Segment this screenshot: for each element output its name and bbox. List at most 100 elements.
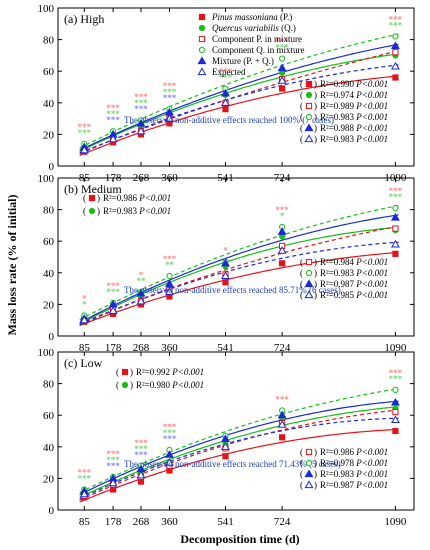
data-point (79, 145, 89, 154)
stat-marker (305, 80, 313, 88)
stat-paren: ) (314, 279, 317, 289)
significance-mark: *** (163, 422, 177, 432)
x-tick-label: 360 (161, 342, 178, 354)
data-point (164, 458, 174, 466)
significance-mark: *** (163, 87, 177, 97)
y-tick-label: 0 (49, 505, 55, 517)
y-tick-label: 100 (38, 173, 55, 185)
legend-name: Component Q. in mixture (212, 45, 305, 55)
stat-p: P<0.001 (171, 367, 204, 377)
y-tick-label: 60 (43, 410, 55, 422)
stat-paren: ( (300, 79, 303, 89)
stat-marker (304, 123, 314, 132)
stat-p: P<0.001 (355, 101, 388, 111)
stat-r2: R²=0.988 P<0.001 (320, 123, 388, 133)
data-point (277, 76, 287, 84)
data-point (221, 98, 230, 106)
data-point (222, 453, 229, 460)
fit-curve (79, 53, 399, 152)
legend-abbr: (P.) (278, 12, 293, 22)
stat-r2: R²=0.984 P<0.001 (320, 257, 388, 267)
data-point (164, 114, 174, 122)
stat-paren: ) (314, 79, 317, 89)
significance-mark: *** (275, 43, 289, 53)
significance-mark: *** (106, 449, 120, 459)
stat-r2: R²=0.980 P<0.001 (136, 380, 204, 390)
data-point (392, 427, 399, 435)
data-point (79, 489, 89, 498)
stat-r2: R²=0.983 P<0.001 (320, 112, 388, 122)
panel-3: 0 20 40 60 80 100 85 178 268 360 541 724 1090 (c) Low… (38, 347, 415, 528)
significance-mark: *** (275, 394, 289, 404)
data-point (277, 246, 287, 254)
stat-marker (305, 113, 313, 121)
stat-paren: ) (97, 193, 100, 203)
stat-marker (305, 269, 313, 277)
data-point (279, 55, 286, 62)
stat-marker (304, 279, 314, 288)
data-point (79, 315, 89, 324)
stat-paren: ) (314, 290, 317, 300)
y-tick-label: 80 (43, 205, 55, 217)
x-tick-label: 1090 (384, 516, 407, 528)
data-point (164, 450, 174, 458)
panel-title: (a) High (64, 12, 104, 26)
significance-mark: *** (163, 93, 177, 103)
legend-marker (198, 35, 206, 43)
stat-marker (304, 134, 314, 143)
legend-marker (197, 56, 207, 65)
data-point (108, 134, 118, 143)
x-tick-label: 178 (105, 342, 122, 354)
significance-mark: *** (78, 128, 92, 138)
data-point (390, 415, 400, 424)
stat-r2: R²=0.983 P<0.001 (320, 469, 388, 479)
significance-mark: *** (219, 67, 233, 77)
stat-paren: ) (314, 447, 317, 457)
data-point (392, 250, 399, 257)
stat-paren: ) (314, 134, 317, 144)
x-axis-label: Decomposition time (d) (180, 532, 299, 546)
data-point (108, 306, 118, 314)
y-tick-label: 60 (43, 66, 55, 78)
data-point (136, 470, 146, 479)
stat-r2: R²=0.974 P<0.001 (320, 90, 388, 100)
stat-r2: R²=0.992 P<0.001 (136, 367, 204, 377)
non-additive-note: The observed non-additive effects reache… (124, 285, 341, 295)
stat-marker (305, 91, 313, 99)
stat-r2: R²=0.983 P<0.001 (320, 268, 388, 278)
fit-curve (79, 241, 399, 326)
stat-paren: ) (314, 112, 317, 122)
significance-mark: *** (134, 444, 148, 454)
significance-mark: ** (165, 260, 175, 270)
plot-frame (57, 351, 415, 511)
stat-p: P<0.001 (355, 480, 388, 490)
legend-marker (197, 67, 207, 76)
stat-r2: R²=0.985 P<0.001 (320, 290, 388, 300)
y-tick-label: 20 (43, 129, 55, 141)
data-point (392, 33, 399, 40)
y-axis-label: Mass loss rate (% of initial) (5, 195, 19, 336)
data-point (392, 49, 399, 56)
stat-marker (304, 290, 314, 299)
x-tick-label: 360 (161, 516, 178, 528)
y-tick-label: 0 (49, 161, 55, 173)
legend-name: Mixture (212, 56, 241, 66)
legend-label: Expected (212, 67, 246, 77)
data-point (221, 88, 230, 97)
stat-p: P<0.001 (171, 380, 204, 390)
data-point (277, 410, 287, 419)
data-point (164, 287, 174, 295)
stat-paren: ( (83, 206, 86, 216)
fit-curve (79, 75, 399, 157)
y-tick-label: 40 (43, 268, 55, 280)
x-tick-label: 85 (79, 342, 91, 354)
data-point (390, 61, 400, 70)
significance-mark: *** (163, 254, 177, 264)
fit-curve (79, 205, 399, 321)
significance-mark: * (280, 211, 285, 221)
panel-title: (c) Low (64, 356, 103, 370)
stat-marker (121, 381, 129, 389)
significance-mark: *** (389, 20, 403, 30)
significance-mark: *** (106, 109, 120, 119)
stat-p: P<0.001 (355, 134, 388, 144)
